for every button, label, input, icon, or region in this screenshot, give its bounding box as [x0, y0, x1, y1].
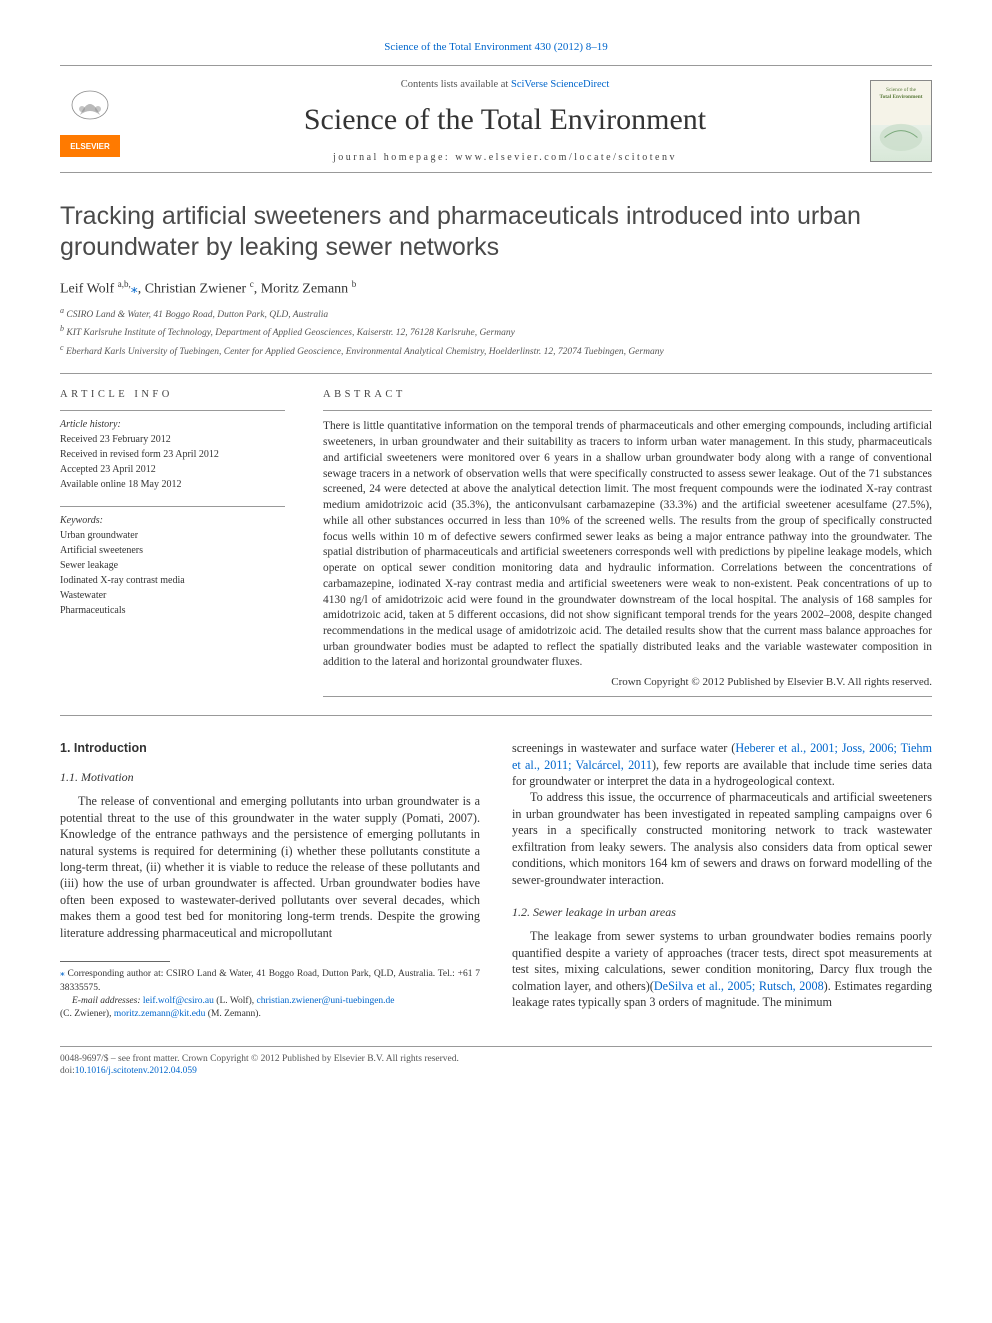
email-link[interactable]: moritz.zemann@kit.edu — [114, 1009, 206, 1019]
divider — [323, 696, 932, 697]
left-column: 1. Introduction 1.1. Motivation The rele… — [60, 740, 480, 1021]
journal-name: Science of the Total Environment — [140, 100, 870, 141]
email-link[interactable]: leif.wolf@csiro.au — [143, 996, 214, 1006]
history-item: Received in revised form 23 April 2012 — [60, 447, 285, 462]
right-column: screenings in wastewater and surface wat… — [512, 740, 932, 1021]
divider — [323, 410, 932, 411]
history-label: Article history: — [60, 417, 285, 432]
h2-motivation: 1.1. Motivation — [60, 769, 480, 785]
sciencedirect-link[interactable]: SciVerse ScienceDirect — [511, 79, 609, 90]
footnote-rule — [60, 961, 170, 962]
divider — [60, 373, 932, 374]
history-item: Received 23 February 2012 — [60, 432, 285, 447]
history-item: Accepted 23 April 2012 — [60, 462, 285, 477]
article-info-heading: ARTICLE INFO — [60, 388, 285, 402]
abstract-text: There is little quantitative information… — [323, 419, 932, 671]
homepage-prefix: journal homepage: — [333, 152, 455, 163]
corresponding-author-note: ⁎ Corresponding author at: CSIRO Land & … — [60, 968, 480, 995]
affiliation-a: a CSIRO Land & Water, 41 Boggo Road, Dut… — [60, 305, 932, 322]
article-info-column: ARTICLE INFO Article history: Received 2… — [60, 388, 285, 697]
citation-link[interactable]: Science of the Total Environment 430 (20… — [384, 41, 608, 53]
svg-text:Science of the: Science of the — [886, 86, 917, 93]
contents-available-line: Contents lists available at SciVerse Sci… — [140, 78, 870, 92]
journal-cover-thumbnail: Science of the Total Environment — [870, 80, 932, 162]
doi-link[interactable]: 10.1016/j.scitotenv.2012.04.059 — [75, 1066, 197, 1076]
paragraph: The leakage from sewer systems to urban … — [512, 928, 932, 1010]
journal-header-bar: ELSEVIER Contents lists available at Sci… — [60, 65, 932, 173]
citation-link[interactable]: DeSilva et al., 2005; Rutsch, 2008 — [654, 979, 824, 993]
paragraph: To address this issue, the occurrence of… — [512, 789, 932, 888]
divider — [60, 715, 932, 716]
article-meta-row: ARTICLE INFO Article history: Received 2… — [60, 388, 932, 697]
body-two-column: 1. Introduction 1.1. Motivation The rele… — [60, 740, 932, 1021]
abstract-column: ABSTRACT There is little quantitative in… — [323, 388, 932, 697]
keyword: Sewer leakage — [60, 558, 285, 573]
emails-label: E-mail addresses: — [72, 996, 143, 1006]
h2-sewer-leakage: 1.2. Sewer leakage in urban areas — [512, 904, 932, 920]
h1-introduction: 1. Introduction — [60, 740, 480, 757]
citation-header: Science of the Total Environment 430 (20… — [60, 40, 932, 55]
svg-text:Total Environment: Total Environment — [880, 94, 923, 100]
divider — [60, 506, 285, 507]
footer-copyright: 0048-9697/$ – see front matter. Crown Co… — [60, 1053, 932, 1066]
keywords-label: Keywords: — [60, 513, 285, 528]
footnotes: ⁎ Corresponding author at: CSIRO Land & … — [60, 968, 480, 1021]
keyword: Wastewater — [60, 588, 285, 603]
keywords-block: Keywords: Urban groundwater Artificial s… — [60, 513, 285, 618]
footer-doi: doi:10.1016/j.scitotenv.2012.04.059 — [60, 1065, 932, 1078]
header-center: Contents lists available at SciVerse Sci… — [140, 78, 870, 164]
article-title: Tracking artificial sweeteners and pharm… — [60, 201, 932, 264]
abstract-copyright: Crown Copyright © 2012 Published by Else… — [323, 675, 932, 690]
keyword: Urban groundwater — [60, 528, 285, 543]
history-item: Available online 18 May 2012 — [60, 477, 285, 492]
authors-line: Leif Wolf a,b,⁎, Christian Zwiener c, Mo… — [60, 278, 932, 300]
email-link[interactable]: christian.zwiener@uni-tuebingen.de — [257, 996, 395, 1006]
keyword: Pharmaceuticals — [60, 603, 285, 618]
elsevier-logo: ELSEVIER — [60, 85, 120, 157]
article-history: Article history: Received 23 February 20… — [60, 417, 285, 492]
abstract-heading: ABSTRACT — [323, 388, 932, 402]
svg-text:ELSEVIER: ELSEVIER — [70, 142, 110, 151]
paragraph: The release of conventional and emerging… — [60, 793, 480, 941]
affiliation-b: b KIT Karlsruhe Institute of Technology,… — [60, 323, 932, 340]
homepage-url: www.elsevier.com/locate/scitotenv — [455, 152, 677, 163]
contents-prefix: Contents lists available at — [401, 79, 511, 90]
affiliations: a CSIRO Land & Water, 41 Boggo Road, Dut… — [60, 305, 932, 359]
emails-line: E-mail addresses: leif.wolf@csiro.au (L.… — [60, 995, 480, 1022]
affiliation-c: c Eberhard Karls University of Tuebingen… — [60, 342, 932, 359]
keyword: Artificial sweeteners — [60, 543, 285, 558]
divider — [60, 410, 285, 411]
paragraph: screenings in wastewater and surface wat… — [512, 740, 932, 789]
journal-homepage: journal homepage: www.elsevier.com/locat… — [140, 151, 870, 165]
keyword: Iodinated X-ray contrast media — [60, 573, 285, 588]
page-footer: 0048-9697/$ – see front matter. Crown Co… — [60, 1046, 932, 1079]
